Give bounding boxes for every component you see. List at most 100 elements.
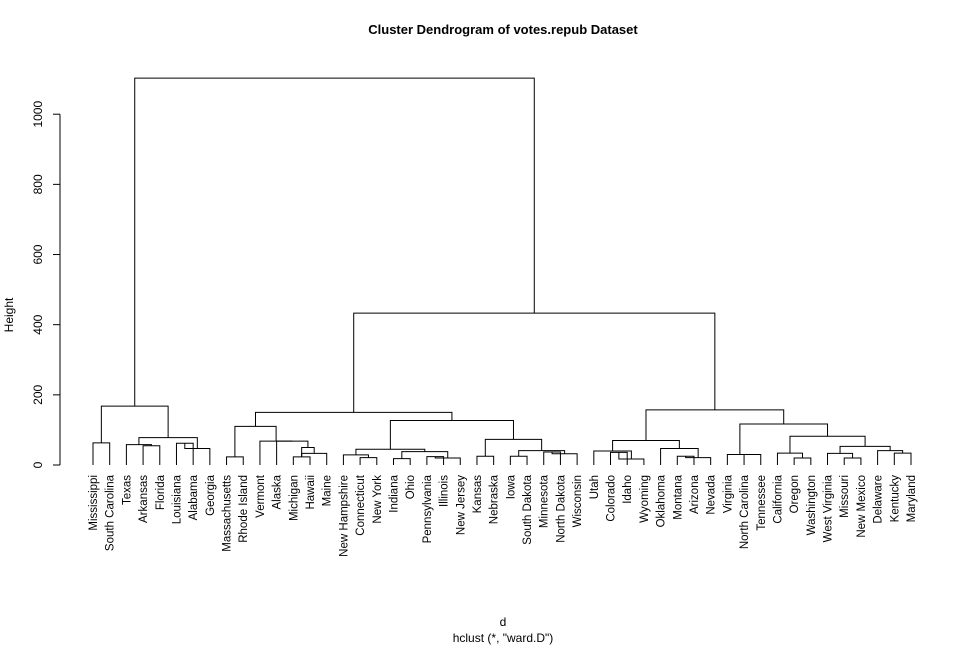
dendrogram-branch (301, 452, 328, 465)
leaf-label: West Virginia (823, 474, 835, 542)
leaf-label: Texas (121, 475, 133, 505)
dendrogram-branch (175, 442, 194, 465)
dendrogram-branch (551, 452, 578, 465)
leaf-label: Washington (806, 475, 818, 535)
leaf-label: Oregon (789, 475, 801, 513)
dendrogram-branch (509, 455, 528, 465)
dendrogram-branch (276, 440, 309, 465)
dendrogram-branch (401, 451, 449, 459)
dendrogram-branch (543, 451, 561, 465)
x-axis-label: d (500, 615, 507, 629)
leaf-label: Mississippi (88, 475, 100, 531)
y-tick-label: 200 (31, 385, 45, 405)
leaf-label: Nevada (706, 474, 718, 514)
dendrogram-branch (92, 442, 111, 465)
dendrogram-branch (359, 457, 378, 465)
leaf-label: South Dakota (522, 474, 534, 544)
dendrogram-branch (789, 435, 866, 454)
leaf-label: Hawaii (305, 475, 317, 510)
dendrogram-branch (292, 456, 311, 465)
dendrogram-branch (134, 77, 535, 407)
dendrogram-branch (827, 452, 854, 465)
dendrogram-branch (739, 423, 829, 455)
leaf-label: Arizona (689, 474, 701, 514)
dendrogram-branch (612, 439, 680, 451)
leaf-label: North Carolina (739, 474, 751, 549)
leaf-label: South Carolina (105, 474, 117, 551)
leaf-label: Colorado (606, 475, 618, 522)
dendrogram-branch (259, 440, 293, 465)
leaf-label: Virginia (722, 474, 734, 513)
dendrogram-branch (476, 455, 495, 465)
leaf-label: New York (372, 475, 384, 524)
dendrogram-branch (793, 457, 812, 465)
leaf-label: Ohio (405, 475, 417, 499)
dendrogram-branch (392, 458, 411, 465)
dendrogram-branches (92, 77, 912, 465)
leaf-label: Kansas (472, 475, 484, 514)
leaf-label: Georgia (205, 474, 217, 516)
dendrogram-branch (776, 452, 803, 465)
y-axis: 0 200 400 600 800 1000 (31, 101, 61, 468)
dendrogram-branch (645, 409, 785, 441)
leaf-label: Vermont (255, 474, 267, 518)
dendrogram-branch (226, 456, 244, 465)
dendrogram-branch (125, 444, 152, 465)
dendrogram-branch (726, 453, 753, 465)
dendrogram-branch (138, 437, 198, 449)
dendrogram-branch (342, 454, 369, 465)
leaf-label: Alabama (188, 474, 200, 520)
leaf-label: Indiana (388, 474, 400, 512)
dendrogram-branch (142, 445, 161, 465)
leaf-label: Nebraska (489, 474, 501, 524)
dendrogram-branch (255, 411, 453, 427)
y-tick-label: 0 (31, 461, 45, 468)
leaf-label: Wisconsin (572, 475, 584, 527)
dendrogram-branch (893, 452, 912, 465)
dendrogram-branch (234, 425, 277, 457)
chart-subtitle: hclust (*, "ward.D") (453, 631, 554, 645)
leaf-label: Oklahoma (656, 474, 668, 527)
dendrogram-branch (743, 453, 762, 465)
leaf-label: Missouri (839, 475, 851, 518)
leaf-label: Montana (672, 474, 684, 519)
leaf-label: Rhode Island (238, 475, 250, 543)
dendrogram-branch (660, 448, 699, 465)
leaf-label: Maine (322, 475, 334, 506)
leaf-label: Massachusetts (222, 475, 234, 552)
dendrogram-branch (843, 457, 862, 465)
leaf-label: Utah (589, 475, 601, 499)
leaf-label: Louisiana (171, 474, 183, 524)
dendrogram-branch (593, 450, 632, 465)
leaf-label: Michigan (288, 475, 300, 521)
leaf-label: Arkansas (138, 475, 150, 523)
y-tick-label: 1000 (31, 101, 45, 128)
leaf-label: Delaware (873, 475, 885, 524)
leaf-label: North Dakota (555, 474, 567, 542)
leaf-label: Alaska (272, 474, 284, 509)
leaf-labels: Mississippi South Carolina Texas Arkansas Fl… (88, 474, 918, 557)
leaf-label: Pennsylvania (422, 474, 434, 543)
y-tick-label: 400 (31, 314, 45, 334)
leaf-label: Florida (155, 474, 167, 510)
leaf-label: New Hampshire (338, 475, 350, 557)
leaf-label: Iowa (505, 474, 517, 499)
dendrogram-branch (301, 446, 315, 457)
leaf-label: Kentucky (889, 475, 901, 523)
dendrogram-branch (100, 405, 169, 443)
leaf-label: Maryland (906, 475, 918, 522)
leaf-label: Wyoming (639, 475, 651, 523)
leaf-label: Minnesota (539, 474, 551, 528)
leaf-label: Connecticut (355, 474, 367, 536)
dendrogram-branch (839, 445, 891, 454)
y-tick-label: 600 (31, 244, 45, 264)
y-tick-label: 800 (31, 174, 45, 194)
leaf-label: Tennessee (756, 475, 768, 531)
y-axis-label: Height (2, 297, 16, 332)
dendrogram-branch (389, 419, 514, 450)
leaf-label: Illinois (439, 475, 451, 507)
leaf-label: Idaho (622, 475, 634, 504)
leaf-label: California (772, 474, 784, 523)
leaf-label: New Mexico (856, 475, 868, 538)
leaf-label: New Jersey (455, 475, 467, 535)
